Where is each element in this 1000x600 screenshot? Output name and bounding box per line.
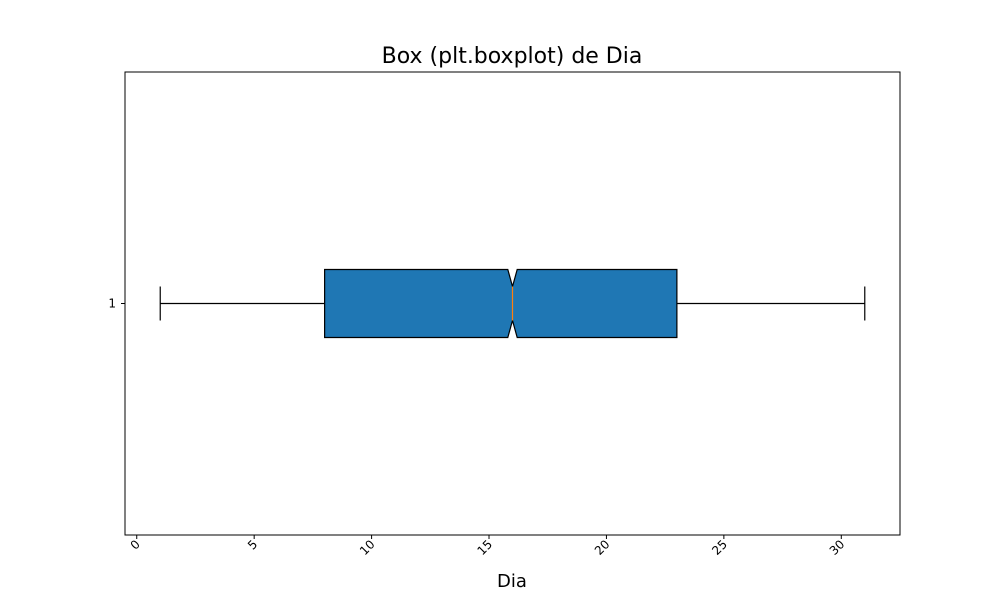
x-axis-ticks: 0 5 10 15 20 25 30 bbox=[128, 535, 848, 558]
x-tick-label: 15 bbox=[474, 537, 495, 558]
box-body bbox=[324, 268, 678, 339]
x-tick-label: 0 bbox=[128, 537, 143, 552]
y-tick-label: 1 bbox=[108, 297, 116, 311]
x-tick-label: 25 bbox=[709, 537, 730, 558]
x-tick-label: 5 bbox=[245, 537, 260, 552]
chart-title: Box (plt.boxplot) de Dia bbox=[382, 44, 643, 69]
x-tick-label: 30 bbox=[827, 537, 848, 558]
x-tick-label: 10 bbox=[357, 537, 378, 558]
x-axis-label: Dia bbox=[497, 571, 527, 592]
y-axis-ticks: 1 bbox=[108, 297, 125, 311]
x-tick-label: 20 bbox=[592, 537, 613, 558]
plot-area bbox=[159, 268, 866, 339]
